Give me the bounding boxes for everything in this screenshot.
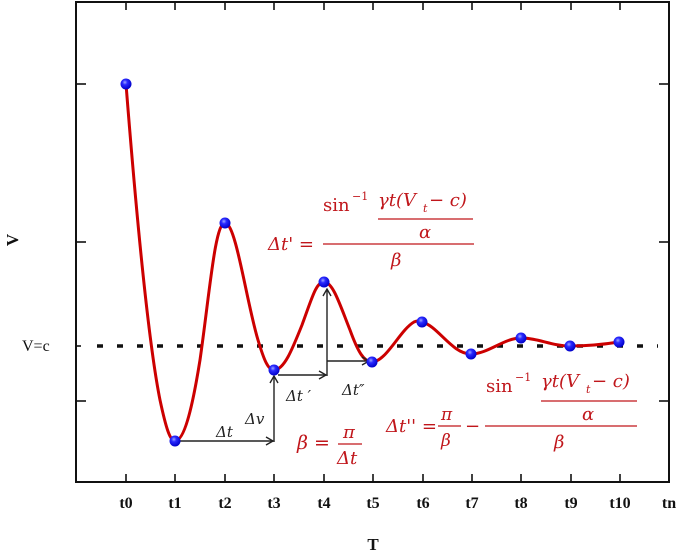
- svg-text:t3: t3: [267, 495, 280, 512]
- svg-text:−1: −1: [352, 190, 368, 203]
- svg-text:t7: t7: [465, 495, 478, 512]
- svg-text:t0: t0: [119, 495, 132, 512]
- svg-text:π: π: [440, 405, 453, 425]
- marker-t0: [120, 78, 132, 90]
- svg-text:α: α: [419, 222, 431, 243]
- svg-text:t8: t8: [514, 495, 527, 512]
- y-ref-label: V=c: [22, 338, 50, 355]
- svg-text:t9: t9: [564, 495, 577, 512]
- svg-text:t4: t4: [317, 495, 330, 512]
- formula-dt-double-prime: Δt'' = π β − sin −1 γt(V t − c) α β: [385, 371, 637, 453]
- svg-text:γt(V: γt(V: [378, 190, 418, 211]
- svg-text:γt(V: γt(V: [541, 371, 581, 392]
- svg-text:π: π: [342, 422, 356, 443]
- formula-dt-prime: Δt' = sin −1 γt(V t − c) α β: [267, 190, 474, 271]
- svg-text:t2: t2: [218, 495, 231, 512]
- svg-text:−1: −1: [515, 371, 531, 384]
- y-axis-label: V: [3, 233, 22, 246]
- svg-text:tn: tn: [662, 495, 676, 512]
- marker-t5: [366, 356, 378, 368]
- svg-text:t1: t1: [168, 495, 181, 512]
- svg-text:t5: t5: [366, 495, 379, 512]
- svg-text:− c): − c): [592, 371, 630, 392]
- svg-text:α: α: [582, 404, 594, 425]
- marker-t7: [465, 348, 477, 360]
- marker-t4: [318, 276, 330, 288]
- marker-t2: [219, 217, 231, 229]
- x-axis-label: T: [367, 535, 379, 554]
- dt-label: Δt: [215, 423, 234, 441]
- svg-text:β: β: [440, 431, 451, 451]
- plot-frame: [75, 1, 670, 483]
- formula-beta: β = π Δt: [296, 422, 362, 469]
- svg-text:t: t: [423, 202, 428, 215]
- svg-text:Δt: Δt: [336, 448, 358, 469]
- marker-t3: [268, 364, 280, 376]
- marker-t8: [515, 332, 527, 344]
- dt-prime-label: Δt ′: [285, 387, 312, 405]
- y-ticks: [76, 83, 669, 402]
- svg-text:β: β: [390, 250, 401, 271]
- svg-text:β: β: [553, 432, 564, 453]
- svg-text:β =: β =: [296, 432, 330, 454]
- x-ticks: [125, 2, 621, 482]
- svg-text:− c): − c): [429, 190, 467, 211]
- svg-text:sin: sin: [323, 195, 350, 216]
- svg-text:t6: t6: [416, 495, 429, 512]
- x-tick-labels: t0 t1 t2 t3 t4 t5 t6 t7 t8 t9 t10 tn: [119, 495, 676, 512]
- marker-t6: [416, 316, 428, 328]
- svg-text:−: −: [465, 416, 480, 437]
- svg-text:sin: sin: [486, 376, 513, 397]
- marker-t10: [613, 336, 625, 348]
- svg-text:t: t: [586, 383, 591, 396]
- data-markers: [120, 78, 625, 447]
- dv-label: Δv: [244, 410, 265, 428]
- dt-dprime-label: Δt″: [341, 381, 365, 399]
- annotation-arrows: [178, 287, 371, 446]
- svg-text:Δt' =: Δt' =: [267, 234, 314, 255]
- svg-text:Δt'' =: Δt'' =: [385, 416, 437, 437]
- marker-t1: [169, 435, 181, 447]
- svg-text:t10: t10: [609, 495, 630, 512]
- marker-t9: [564, 340, 576, 352]
